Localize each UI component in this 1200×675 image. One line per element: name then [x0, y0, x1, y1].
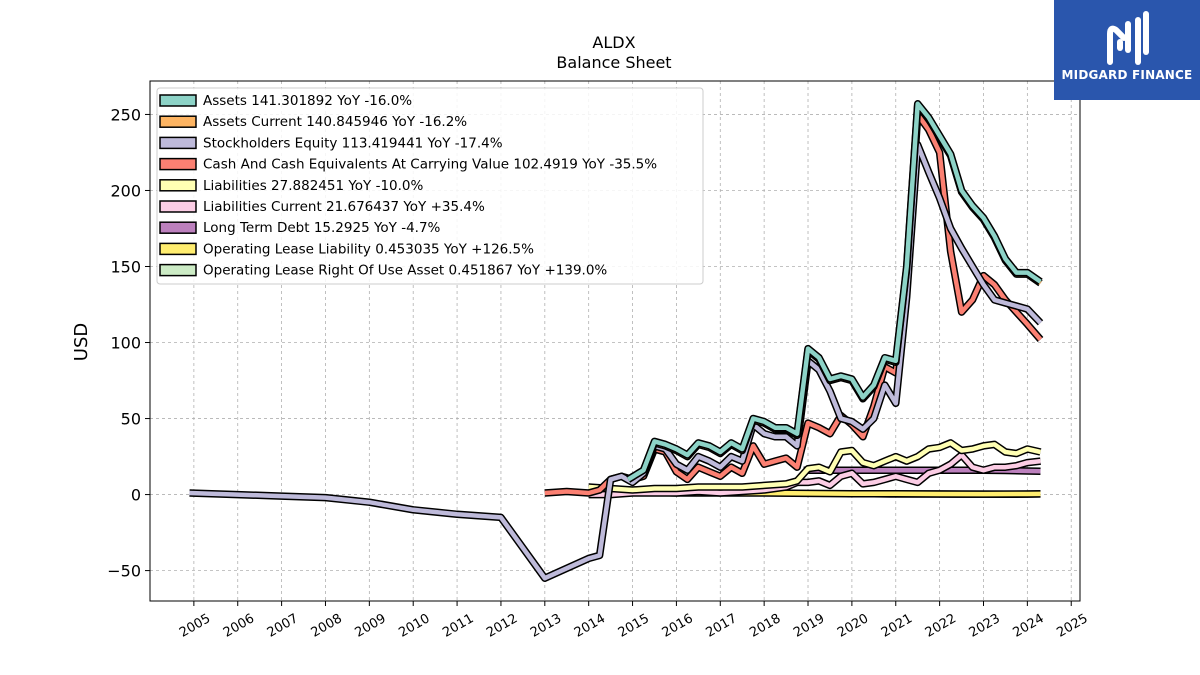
x-tick-label: 2015 [616, 611, 652, 641]
x-tick-label: 2007 [265, 611, 301, 641]
logo-mark-icon [1107, 11, 1149, 65]
series-6 [588, 451, 1041, 499]
legend-swatch [159, 115, 197, 128]
x-tick-label: 2013 [528, 611, 564, 641]
legend-entry: Operating Lease Right Of Use Asset 0.451… [203, 263, 607, 279]
legend-swatch [159, 136, 197, 150]
x-tick-label: 2023 [967, 611, 1003, 641]
y-axis-ticks: −50 0 50 100 150 200 250 [107, 105, 150, 581]
chart-subtitle: Balance Sheet [556, 53, 671, 72]
legend-swatch [159, 94, 197, 107]
series-1 [626, 100, 1043, 483]
y-tick-label: 250 [110, 105, 141, 124]
legend: Assets 141.301892 YoY -16.0% Assets Curre… [156, 87, 704, 285]
x-tick-label: 2024 [1011, 611, 1047, 641]
legend-swatch [159, 179, 197, 192]
series-line [627, 101, 1042, 482]
x-tick-label: 2019 [791, 611, 827, 641]
y-tick-label: 150 [110, 257, 141, 276]
series-5 [588, 439, 1042, 494]
midgard-finance-logo: MIDGARD FINANCE [1054, 0, 1200, 100]
x-tick-label: 2020 [835, 611, 871, 641]
x-tick-label: 2011 [440, 611, 476, 641]
y-tick-label: 50 [121, 410, 141, 429]
series-line [588, 452, 1041, 497]
legend-swatch [159, 221, 197, 234]
x-tick-label: 2017 [703, 611, 739, 641]
axes-frame [149, 80, 1081, 602]
legend-entry: Assets Current 140.845946 YoY -16.2% [203, 114, 467, 130]
chart-title: ALDX [592, 33, 635, 52]
legend-swatch [159, 200, 197, 213]
y-tick-label: 100 [110, 334, 141, 353]
x-tick-label: 2010 [396, 611, 432, 641]
x-tick-label: 2005 [177, 611, 213, 641]
x-axis-ticks: 2005 2006 2007 2008 2009 2010 2011 2012 2013 2014… [177, 601, 1091, 641]
legend-entry: Liabilities Current 21.676437 YoY +35.4% [203, 199, 485, 215]
series-line [588, 440, 1042, 493]
y-tick-label: 0 [131, 486, 141, 505]
y-tick-label: −50 [107, 562, 141, 581]
legend-entry: Stockholders Equity 113.419441 YoY -17.4… [203, 135, 503, 151]
x-tick-label: 2008 [309, 611, 345, 641]
series-line [189, 142, 1043, 581]
legend-frame [156, 87, 704, 285]
x-tick-label: 2012 [484, 611, 520, 641]
legend-entry: Assets 141.301892 YoY -16.0% [203, 93, 412, 109]
x-tick-label: 2025 [1054, 611, 1090, 641]
legend-swatch [159, 242, 197, 256]
legend-entry: Long Term Debt 15.2925 YoY -4.7% [203, 220, 441, 236]
legend-entry: Operating Lease Liability 0.453035 YoY +… [203, 241, 534, 257]
logo-brand-text: MIDGARD FINANCE [1061, 68, 1193, 82]
series-3 [189, 141, 1044, 582]
legend-swatch [159, 263, 197, 277]
legend-entry: Cash And Cash Equivalents At Carrying Va… [203, 157, 657, 173]
x-tick-label: 2009 [353, 611, 389, 641]
legend-swatch [159, 157, 197, 171]
y-axis-label: USD [71, 323, 92, 361]
legend-entry: Liabilities 27.882451 YoY -10.0% [203, 178, 424, 194]
y-tick-label: 200 [110, 181, 141, 200]
x-tick-label: 2016 [660, 611, 696, 641]
x-tick-label: 2014 [572, 611, 608, 641]
series-layer [189, 100, 1044, 582]
x-tick-label: 2018 [747, 611, 783, 641]
x-tick-label: 2021 [879, 611, 915, 641]
x-tick-label: 2006 [221, 611, 257, 641]
x-tick-label: 2022 [923, 611, 959, 641]
